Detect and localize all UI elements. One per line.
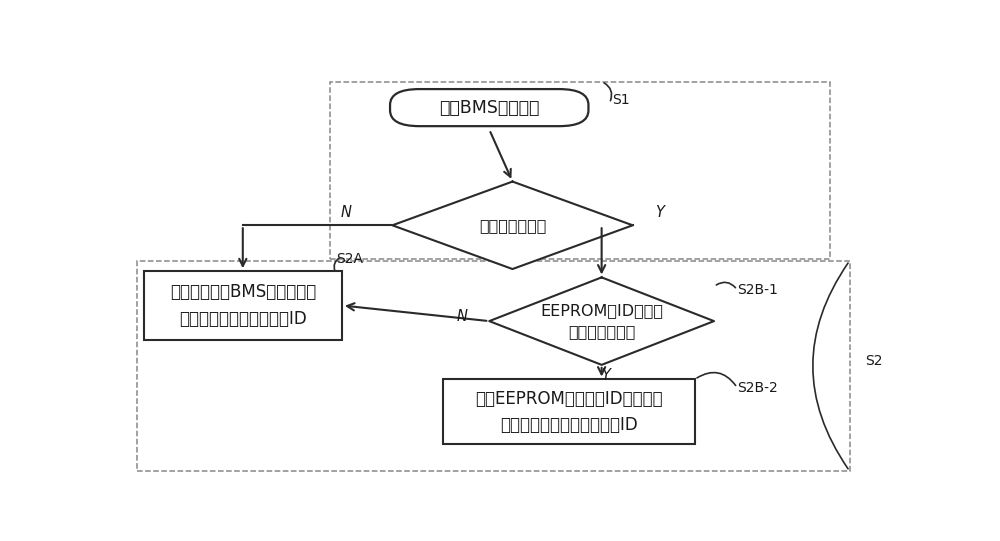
Text: 确定所述级联BMS中的主控单
元和从控单元，重新分配ID: 确定所述级联BMS中的主控单 元和从控单元，重新分配ID (170, 283, 316, 328)
Text: Y: Y (655, 205, 664, 220)
FancyBboxPatch shape (390, 89, 588, 126)
Bar (137, 261, 850, 471)
Bar (443, 379, 695, 444)
Text: S1: S1 (612, 94, 629, 107)
Polygon shape (489, 278, 714, 365)
Polygon shape (392, 182, 633, 269)
Text: S2A: S2A (336, 252, 363, 266)
Text: 级联BMS上电启动: 级联BMS上电启动 (439, 98, 539, 117)
Text: S2B-2: S2B-2 (737, 381, 778, 395)
Text: 根据EEPROM中读取的ID分配明细
确定主控单元和从控单元的ID: 根据EEPROM中读取的ID分配明细 确定主控单元和从控单元的ID (475, 390, 662, 434)
Text: Y: Y (601, 368, 610, 383)
Text: N: N (340, 205, 351, 220)
Text: S2B-1: S2B-1 (737, 283, 778, 297)
Text: 是否是休眠唤醒: 是否是休眠唤醒 (479, 218, 546, 233)
Text: S2: S2 (865, 354, 883, 368)
Bar (144, 271, 342, 340)
Bar (330, 82, 830, 259)
Text: N: N (457, 309, 468, 325)
Text: EEPROM中ID分配明
细是否读取成功: EEPROM中ID分配明 细是否读取成功 (540, 303, 663, 339)
